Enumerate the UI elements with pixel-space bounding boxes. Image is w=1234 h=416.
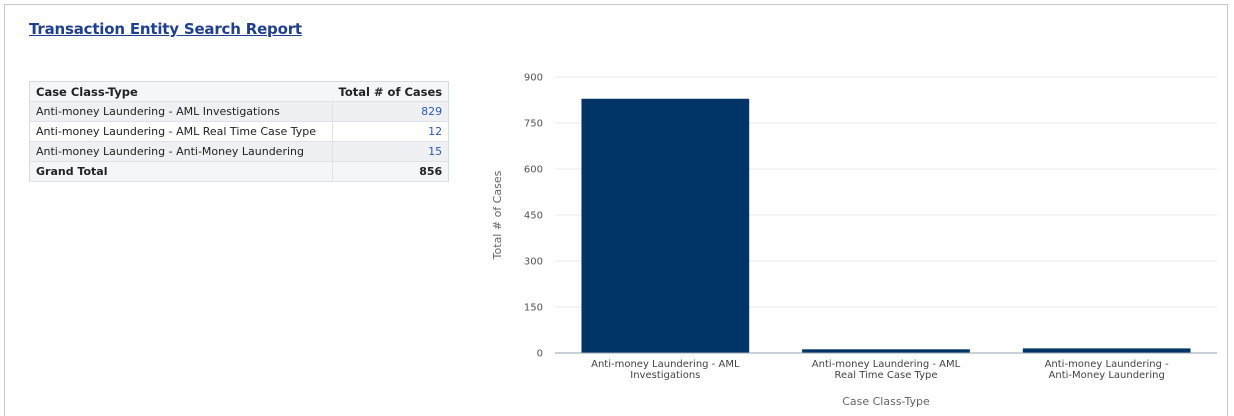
row-value-link[interactable]: 15 — [331, 141, 449, 162]
bar[interactable] — [581, 98, 750, 353]
x-tick-label: Anti-money Laundering - AML — [812, 359, 961, 370]
y-tick-label: 900 — [524, 73, 543, 84]
table-row: Anti-money Laundering - Anti-Money Laund… — [29, 141, 449, 162]
row-value-link[interactable]: 12 — [331, 121, 449, 142]
grand-total-value: 856 — [331, 161, 449, 182]
bar[interactable] — [1022, 348, 1191, 353]
grand-total-label: Grand Total — [29, 161, 333, 182]
report-title[interactable]: Transaction Entity Search Report — [29, 20, 302, 38]
x-tick-label: Anti-money Laundering - — [1045, 359, 1170, 370]
y-tick-label: 600 — [524, 165, 543, 176]
x-tick-label: Anti-Money Laundering — [1049, 370, 1165, 381]
y-axis-ticks: 0 150 300 450 600 750 900 — [524, 73, 543, 360]
y-tick-label: 450 — [524, 211, 543, 222]
table-row: Anti-money Laundering - AML Investigatio… — [29, 101, 449, 122]
x-axis-ticks: Anti-money Laundering - AMLInvestigation… — [591, 359, 1169, 381]
y-axis-label: Total # of Cases — [491, 170, 504, 260]
y-tick-label: 0 — [537, 349, 543, 360]
column-header-total-cases: Total # of Cases — [332, 81, 449, 102]
bar-chart: 0 150 300 450 600 750 900 Anti-money Launderin… — [491, 73, 1217, 408]
summary-table: Case Class-Type Total # of Cases Anti-mo… — [29, 81, 450, 182]
row-value-link[interactable]: 829 — [331, 101, 449, 122]
x-tick-label: Real Time Case Type — [834, 370, 937, 381]
y-tick-label: 300 — [524, 257, 543, 268]
row-label: Anti-money Laundering - AML Real Time Ca… — [29, 121, 333, 142]
report-frame: Transaction Entity Search Report Case Cl… — [4, 4, 1228, 416]
chart-bars — [581, 98, 1191, 353]
x-axis-label: Case Class-Type — [842, 395, 930, 408]
y-tick-label: 750 — [524, 119, 543, 130]
y-tick-label: 150 — [524, 303, 543, 314]
row-label: Anti-money Laundering - Anti-Money Laund… — [29, 141, 333, 162]
column-header-case-class-type: Case Class-Type — [29, 81, 333, 102]
grand-total-row: Grand Total 856 — [29, 161, 449, 182]
bar[interactable] — [802, 349, 970, 353]
x-tick-label: Investigations — [630, 370, 700, 381]
table-row: Anti-money Laundering - AML Real Time Ca… — [29, 121, 449, 142]
x-tick-label: Anti-money Laundering - AML — [591, 359, 740, 370]
table-header-row: Case Class-Type Total # of Cases — [29, 81, 449, 102]
row-label: Anti-money Laundering - AML Investigatio… — [29, 101, 333, 122]
